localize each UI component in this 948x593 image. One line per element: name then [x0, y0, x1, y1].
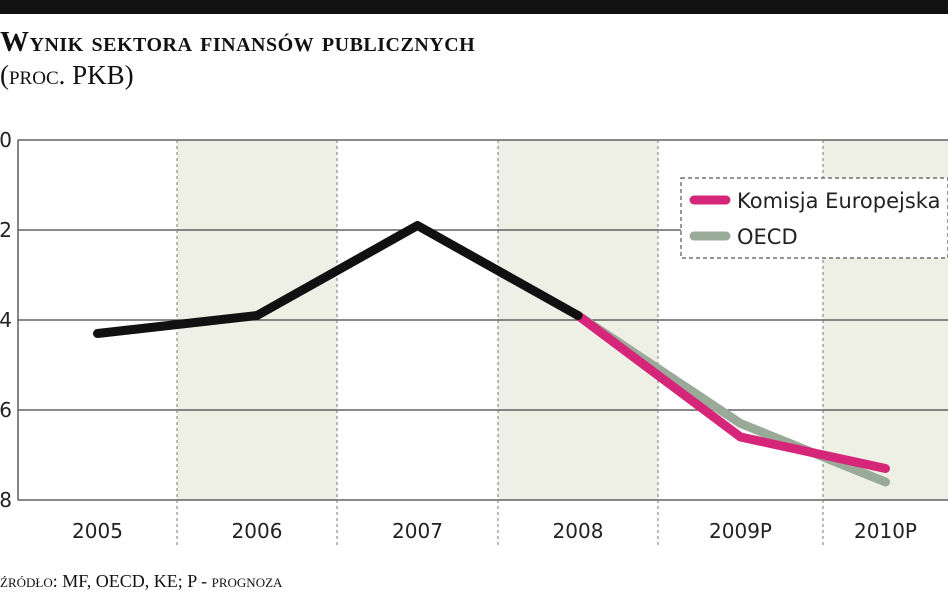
y-tick-label: -8 — [0, 488, 12, 512]
series-line-actual — [93, 221, 583, 338]
source-note: źródło: MF, OECD, KE; P - prognoza — [0, 571, 283, 591]
series-line-komisja-europejska — [573, 311, 890, 473]
x-tick-label: 2010P — [854, 519, 917, 543]
legend-label-oecd: OECD — [737, 225, 798, 249]
x-tick-label: 2006 — [232, 519, 283, 543]
top-bar — [0, 0, 948, 14]
x-tick-label: 2008 — [553, 519, 604, 543]
y-tick-label: -6 — [0, 398, 12, 422]
x-tick-label: 2009P — [709, 519, 772, 543]
chart-title: Wynik sektora finansów publicznych — [0, 26, 476, 58]
legend-box — [680, 177, 948, 259]
y-tick-label: -2 — [0, 218, 12, 242]
y-tick-label: -4 — [0, 308, 12, 332]
chart-subtitle: (proc. PKB) — [0, 60, 134, 90]
y-tick-label: 0 — [0, 128, 12, 152]
legend-label-komisja-europejska: Komisja Europejska — [737, 189, 940, 213]
x-tick-label: 2007 — [392, 519, 443, 543]
x-tick-label: 2005 — [72, 519, 123, 543]
